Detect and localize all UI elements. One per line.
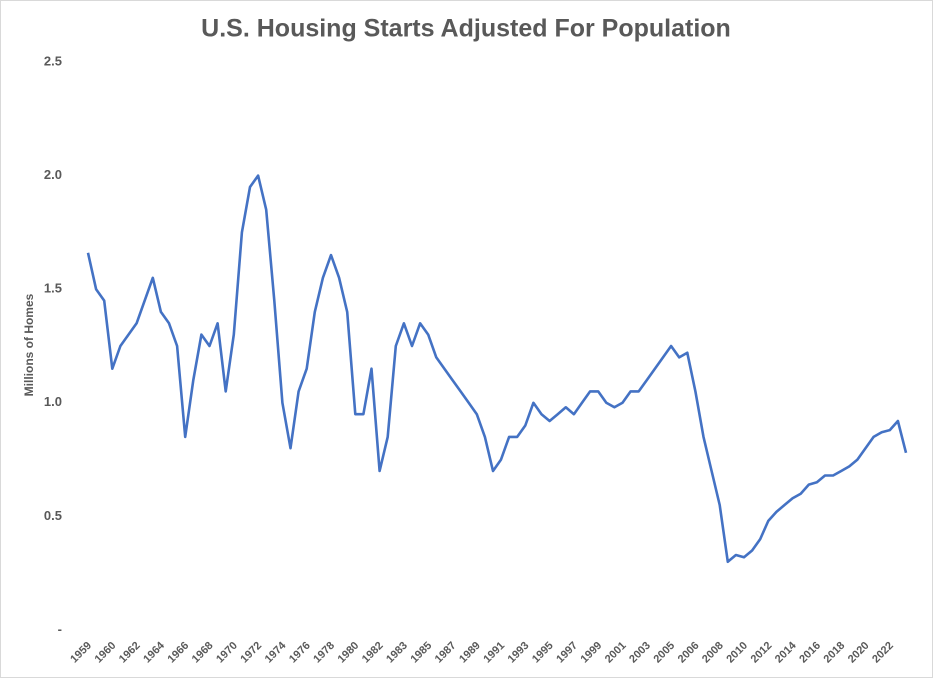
- y-tick-label: -: [58, 621, 62, 636]
- y-tick-label: 1.0: [44, 394, 62, 409]
- y-axis-label: Millions of Homes: [22, 293, 36, 396]
- data-line: [86, 174, 908, 564]
- chart-title: U.S. Housing Starts Adjusted For Populat…: [201, 15, 731, 43]
- y-tick-label: 0.5: [44, 508, 62, 523]
- y-tick-label: 1.5: [44, 281, 62, 296]
- y-tick-label: 2.0: [44, 167, 62, 182]
- y-tick-label: 2.5: [44, 53, 62, 68]
